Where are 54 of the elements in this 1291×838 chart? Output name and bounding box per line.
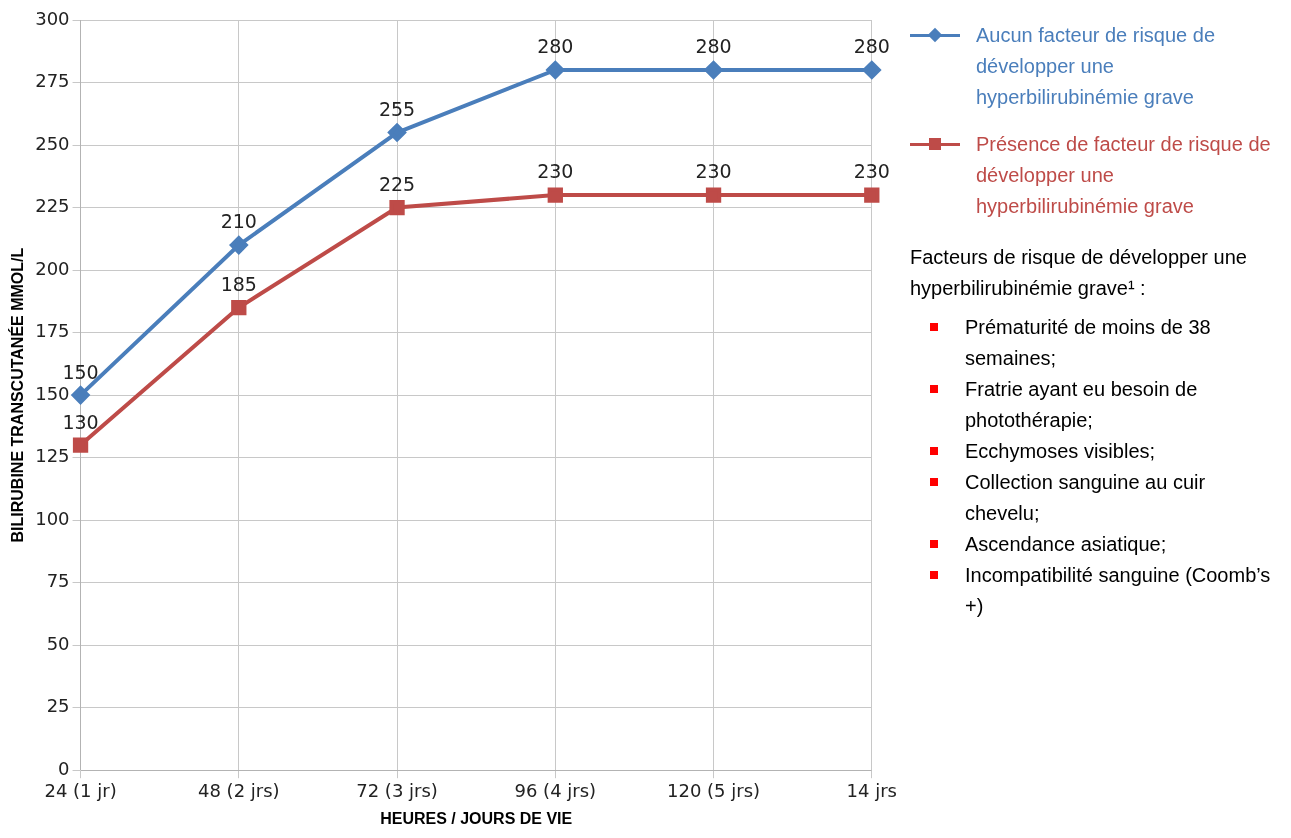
data-label: 230 bbox=[853, 160, 890, 183]
point bbox=[389, 199, 405, 216]
data-label: 255 bbox=[378, 97, 416, 120]
data-label: 280 bbox=[853, 35, 890, 58]
point bbox=[864, 187, 880, 203]
x-tick-label: 120 (5 jrs) bbox=[667, 779, 761, 801]
point bbox=[546, 61, 565, 80]
x-tick-label: 72 (3 jrs) bbox=[356, 779, 438, 801]
data-label: 280 bbox=[537, 35, 574, 58]
y-tick-label: 50 bbox=[46, 632, 70, 654]
text: Fratrie ayant eu besoin de photothérapie; bbox=[965, 377, 1199, 433]
text: Ascendance asiatique; bbox=[965, 532, 1167, 557]
x-axis-title: HEURES / JOURS DE VIE bbox=[380, 809, 573, 827]
data-label: 225 bbox=[378, 172, 416, 195]
text: Ecchymoses visibles; bbox=[965, 439, 1156, 464]
y-tick-label: 250 bbox=[35, 132, 70, 154]
y-tick-label: 175 bbox=[35, 320, 70, 342]
data-label: 230 bbox=[695, 160, 732, 183]
point bbox=[72, 437, 89, 453]
point bbox=[231, 299, 247, 316]
data-label: 280 bbox=[695, 35, 732, 58]
point bbox=[862, 61, 881, 80]
point bbox=[388, 123, 407, 142]
y-tick-label: 300 bbox=[35, 7, 70, 29]
point bbox=[704, 61, 723, 80]
point bbox=[71, 386, 90, 405]
text: Facteurs de risque de développer une hyperbilirubinémie grave¹ : bbox=[910, 245, 1248, 301]
y-tick-label: 125 bbox=[35, 445, 70, 467]
y-tick-label: 25 bbox=[46, 695, 70, 717]
point bbox=[705, 187, 722, 203]
text: Incompatibilité sanguine (Coomb’s +) bbox=[965, 563, 1272, 619]
x-tick-label: 24 (1 jr) bbox=[44, 779, 117, 801]
legend-label: Aucun facteur de risque de développer une hyperbilirubinémie grave bbox=[976, 23, 1217, 110]
y-tick-label: 275 bbox=[35, 70, 70, 92]
point bbox=[547, 187, 563, 203]
data-label: 150 bbox=[62, 360, 99, 383]
y-tick-label: 100 bbox=[35, 507, 70, 529]
data-label: 130 bbox=[62, 410, 99, 433]
text: Prématurité de moins de 38 semaines; bbox=[965, 315, 1212, 371]
y-tick-label: 200 bbox=[35, 257, 70, 279]
data-label: 210 bbox=[220, 210, 257, 233]
data-label: 185 bbox=[220, 273, 257, 296]
y-tick-label: 75 bbox=[46, 570, 70, 592]
x-tick-label: 14 jrs bbox=[846, 779, 897, 801]
x-tick-label: 48 (2 jrs) bbox=[197, 779, 280, 801]
y-tick-label: 225 bbox=[35, 195, 70, 217]
data-label: 230 bbox=[537, 160, 574, 183]
y-axis-title: BILIRUBINE TRANSCUTANÉE MMOL/L bbox=[8, 247, 27, 543]
point bbox=[229, 236, 248, 255]
y-tick-label: 0 bbox=[58, 757, 70, 779]
text: Collection sanguine au cuir chevelu; bbox=[965, 470, 1207, 526]
y-tick-label: 150 bbox=[35, 382, 70, 404]
x-tick-label: 96 (4 jrs) bbox=[514, 779, 597, 801]
legend-label: Présence de facteur de risque de développer une hyperbilirubinémie grave bbox=[976, 132, 1272, 219]
